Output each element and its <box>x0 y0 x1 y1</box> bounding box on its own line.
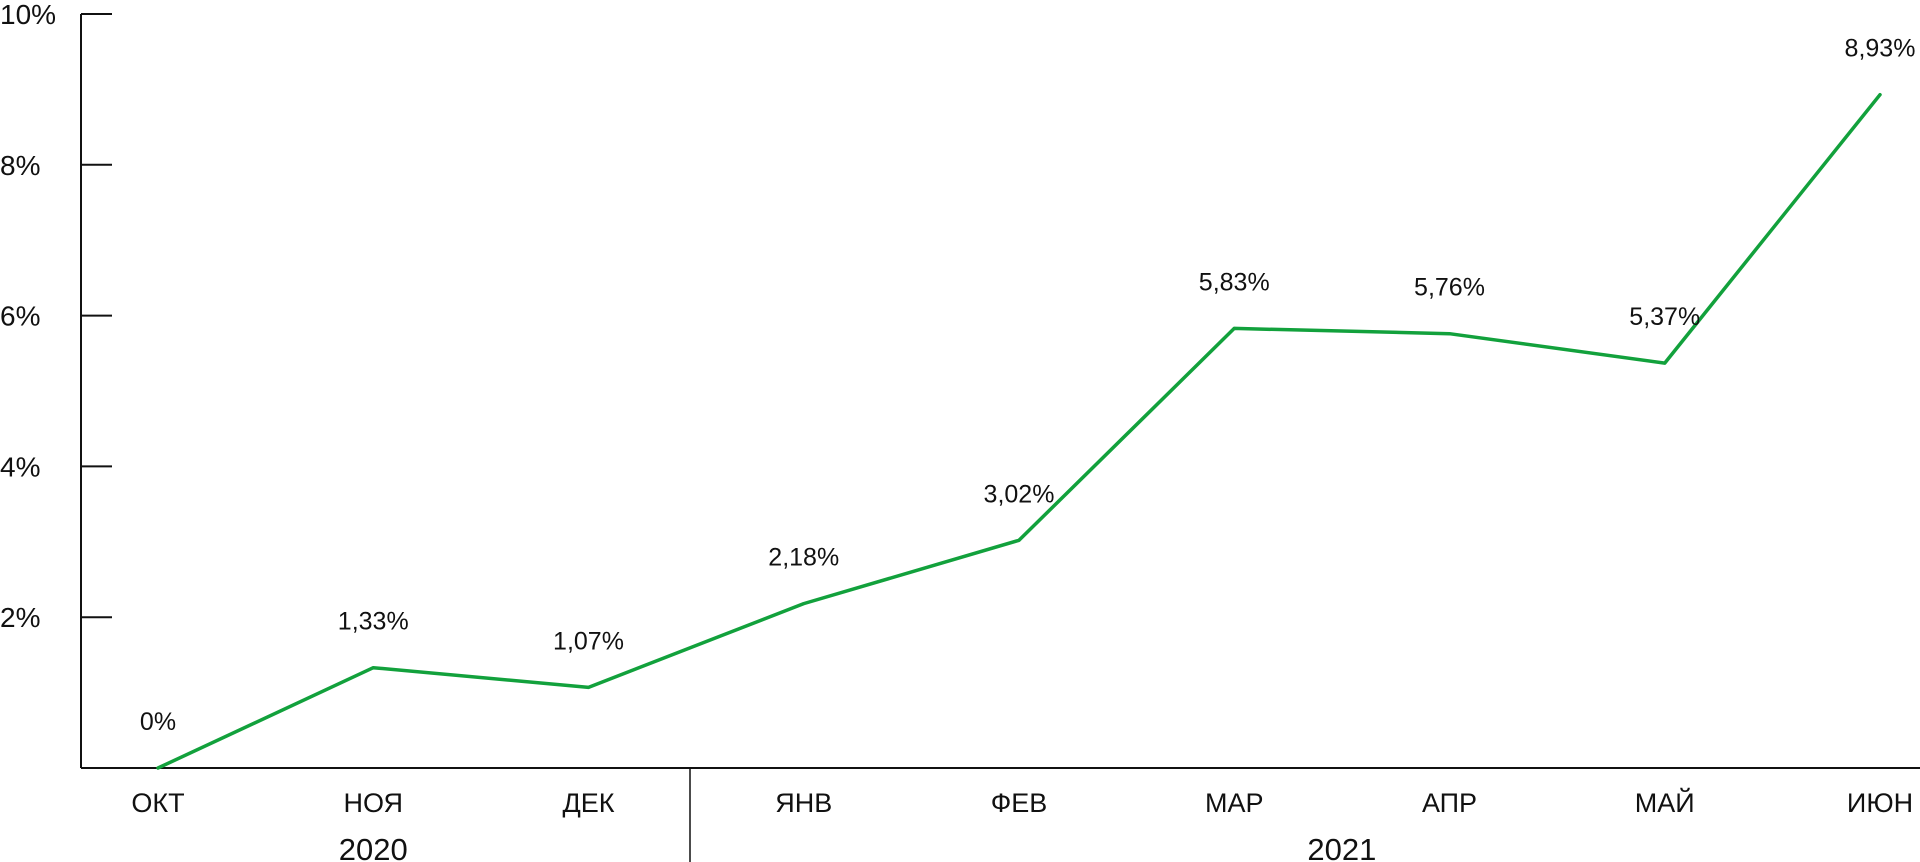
data-point <box>1232 326 1236 330</box>
data-point <box>1878 93 1882 97</box>
x-tick-label: НОЯ <box>344 788 403 818</box>
y-tick-label: 2% <box>0 602 40 633</box>
data-label: 5,37% <box>1629 303 1700 331</box>
x-tick-label: ИЮН <box>1847 788 1913 818</box>
data-point <box>1663 361 1667 365</box>
series-line-group <box>156 92 1882 770</box>
x-axis: ОКТ НОЯ ДЕК ЯНВ ФЕВ МАР АПР МАЙ ИЮН 2020 2021 <box>81 767 1920 862</box>
data-point <box>156 766 160 770</box>
data-labels: 0% 1,33% 1,07% 2,18% 3,02% 5,83% 5,76% 5,37% 8,9… <box>140 35 1916 736</box>
data-label: 0% <box>140 708 176 736</box>
data-label: 1,07% <box>553 627 624 655</box>
data-point <box>802 602 806 606</box>
data-point <box>587 685 590 689</box>
x-tick-label: ЯНВ <box>775 788 832 818</box>
y-tick-label: 10% <box>0 0 56 30</box>
y-tick-label: 4% <box>0 451 40 482</box>
x-tick-label: ФЕВ <box>991 788 1048 818</box>
data-label: 2,18% <box>768 544 839 572</box>
year-label: 2020 <box>339 832 408 862</box>
x-tick-label: ОКТ <box>131 788 184 818</box>
data-label: 5,76% <box>1414 274 1485 302</box>
x-tick-label: МАЙ <box>1635 787 1695 818</box>
y-tick-label: 6% <box>0 301 40 332</box>
data-point <box>1017 538 1021 542</box>
data-label: 5,83% <box>1199 268 1270 296</box>
y-axis: 2% 4% 6% 8% 10% <box>0 0 112 768</box>
year-label: 2021 <box>1307 832 1376 862</box>
data-point <box>371 666 375 670</box>
x-tick-label: ДЕК <box>562 788 614 818</box>
y-tick-label: 8% <box>0 150 40 181</box>
data-label: 8,93% <box>1845 35 1916 63</box>
data-point <box>1448 332 1451 336</box>
series-line <box>156 92 1882 770</box>
x-tick-label: МАР <box>1205 788 1264 818</box>
data-label: 1,33% <box>338 608 409 636</box>
data-label: 3,02% <box>984 480 1055 508</box>
x-tick-label: АПР <box>1422 788 1477 818</box>
